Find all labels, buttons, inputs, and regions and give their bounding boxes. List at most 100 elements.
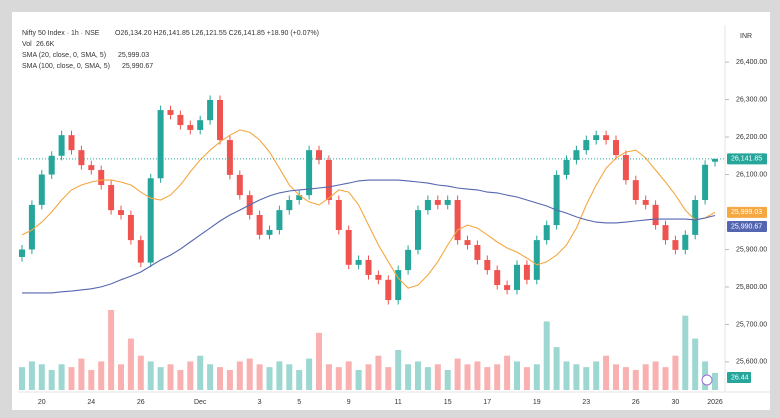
volume-bar (553, 347, 560, 390)
candle-body (444, 200, 451, 205)
y-tick-label: 25,600.00 (736, 359, 767, 366)
candle-body (335, 200, 342, 230)
volume-bar (405, 364, 412, 390)
x-tick-label: 19 (533, 399, 541, 406)
candle-body (276, 210, 283, 230)
chart-card (12, 12, 770, 410)
volume-badge: 26.44 (731, 374, 749, 381)
volume-bar (316, 332, 322, 390)
volume-bar (266, 367, 273, 390)
candle-body (365, 259, 372, 275)
volume-bar (652, 361, 659, 390)
volume-bar (365, 364, 372, 390)
candle-body (434, 200, 441, 205)
candle-body (58, 135, 65, 156)
volume-bar (296, 370, 303, 390)
sma-line (22, 179, 716, 294)
candle-body (622, 155, 629, 181)
volume-bar (603, 355, 610, 390)
volume-bar (19, 367, 25, 390)
volume-bar (662, 367, 669, 390)
candle-body (147, 178, 154, 263)
candle-body (464, 240, 471, 245)
candle-body (712, 158, 718, 162)
candle-body (167, 110, 174, 115)
candle-body (217, 99, 223, 141)
volume-bar (504, 355, 511, 390)
x-tick-label: 3 (258, 399, 262, 406)
candle-body (563, 159, 570, 175)
candle-body (553, 174, 560, 226)
y-tick-label: 26,100.00 (736, 171, 767, 178)
candle-body (543, 225, 550, 241)
candle-body (395, 270, 402, 301)
volume-bar (207, 364, 214, 390)
x-tick-label: 9 (347, 399, 351, 406)
volume-bar (48, 370, 55, 390)
legend-sma100: SMA (100, close, 0, SMA, 5) (22, 63, 110, 70)
volume-bar (325, 364, 332, 390)
volume-bar (217, 367, 223, 390)
candle-body (702, 164, 709, 201)
candle-body (424, 200, 431, 211)
candle-body (573, 150, 580, 160)
candle-body (415, 210, 421, 250)
volume-bar (38, 364, 45, 390)
sma-badge: 25,999.03 (731, 209, 762, 216)
candle-body (316, 150, 322, 160)
y-tick-label: 26,200.00 (736, 134, 767, 141)
legend-sma20: SMA (20, close, 0, SMA, 5) (22, 52, 106, 59)
candle-body (593, 135, 600, 141)
volume-bar (236, 361, 243, 390)
volume-bar (632, 370, 639, 390)
volume-bar (118, 364, 124, 390)
x-tick-label: Dec (194, 399, 207, 406)
candle-body (157, 110, 164, 179)
currency: INR (740, 33, 752, 40)
volume-bar (682, 315, 689, 390)
volume-bar (523, 367, 530, 390)
volume-bar (712, 372, 718, 390)
x-tick-label: 5 (297, 399, 301, 406)
x-tick-label: 2026 (707, 399, 723, 406)
candle-body (306, 150, 313, 196)
candle-body (236, 174, 243, 196)
candle-body (672, 240, 679, 250)
volume-badge-bg (727, 372, 751, 383)
sma-badge-bg (727, 220, 767, 232)
volume-bar (68, 367, 75, 390)
y-tick-label: 26,400.00 (736, 59, 767, 66)
candle-body (187, 125, 194, 130)
volume-bar (474, 361, 481, 390)
volume-bar (58, 364, 65, 390)
y-tick-label: 25,800.00 (736, 284, 767, 291)
last-price-badge: 26,141.85 (731, 156, 762, 163)
volume-bar (622, 367, 629, 390)
volume-bar (28, 361, 35, 390)
candle-body (355, 259, 362, 265)
candle-body (345, 229, 352, 265)
volume-bar (494, 364, 501, 390)
candle-body (632, 180, 639, 201)
volume-bar (286, 364, 293, 390)
candle-body (226, 140, 233, 175)
volume-bar (127, 338, 134, 390)
volume-label: Vol (22, 41, 32, 48)
volume-bar (78, 358, 85, 390)
candle-body (662, 225, 669, 241)
quote: O26,134.20 H26,141.85 L26,121.55 C26,141… (115, 30, 319, 37)
volume-bar (335, 367, 342, 390)
sma-badge: 25,990.67 (731, 223, 762, 230)
candle-body (38, 174, 45, 205)
volume-bar (147, 361, 154, 390)
chart-title: Nifty 50 Index · 1h · NSE (22, 30, 100, 37)
candle-body (207, 99, 214, 121)
volume-bar (464, 364, 471, 390)
volume-bar (197, 355, 204, 390)
volume-bar (177, 370, 184, 390)
volume-bar (355, 370, 362, 390)
y-tick-label: 25,900.00 (736, 246, 767, 253)
candle-body (603, 135, 610, 141)
